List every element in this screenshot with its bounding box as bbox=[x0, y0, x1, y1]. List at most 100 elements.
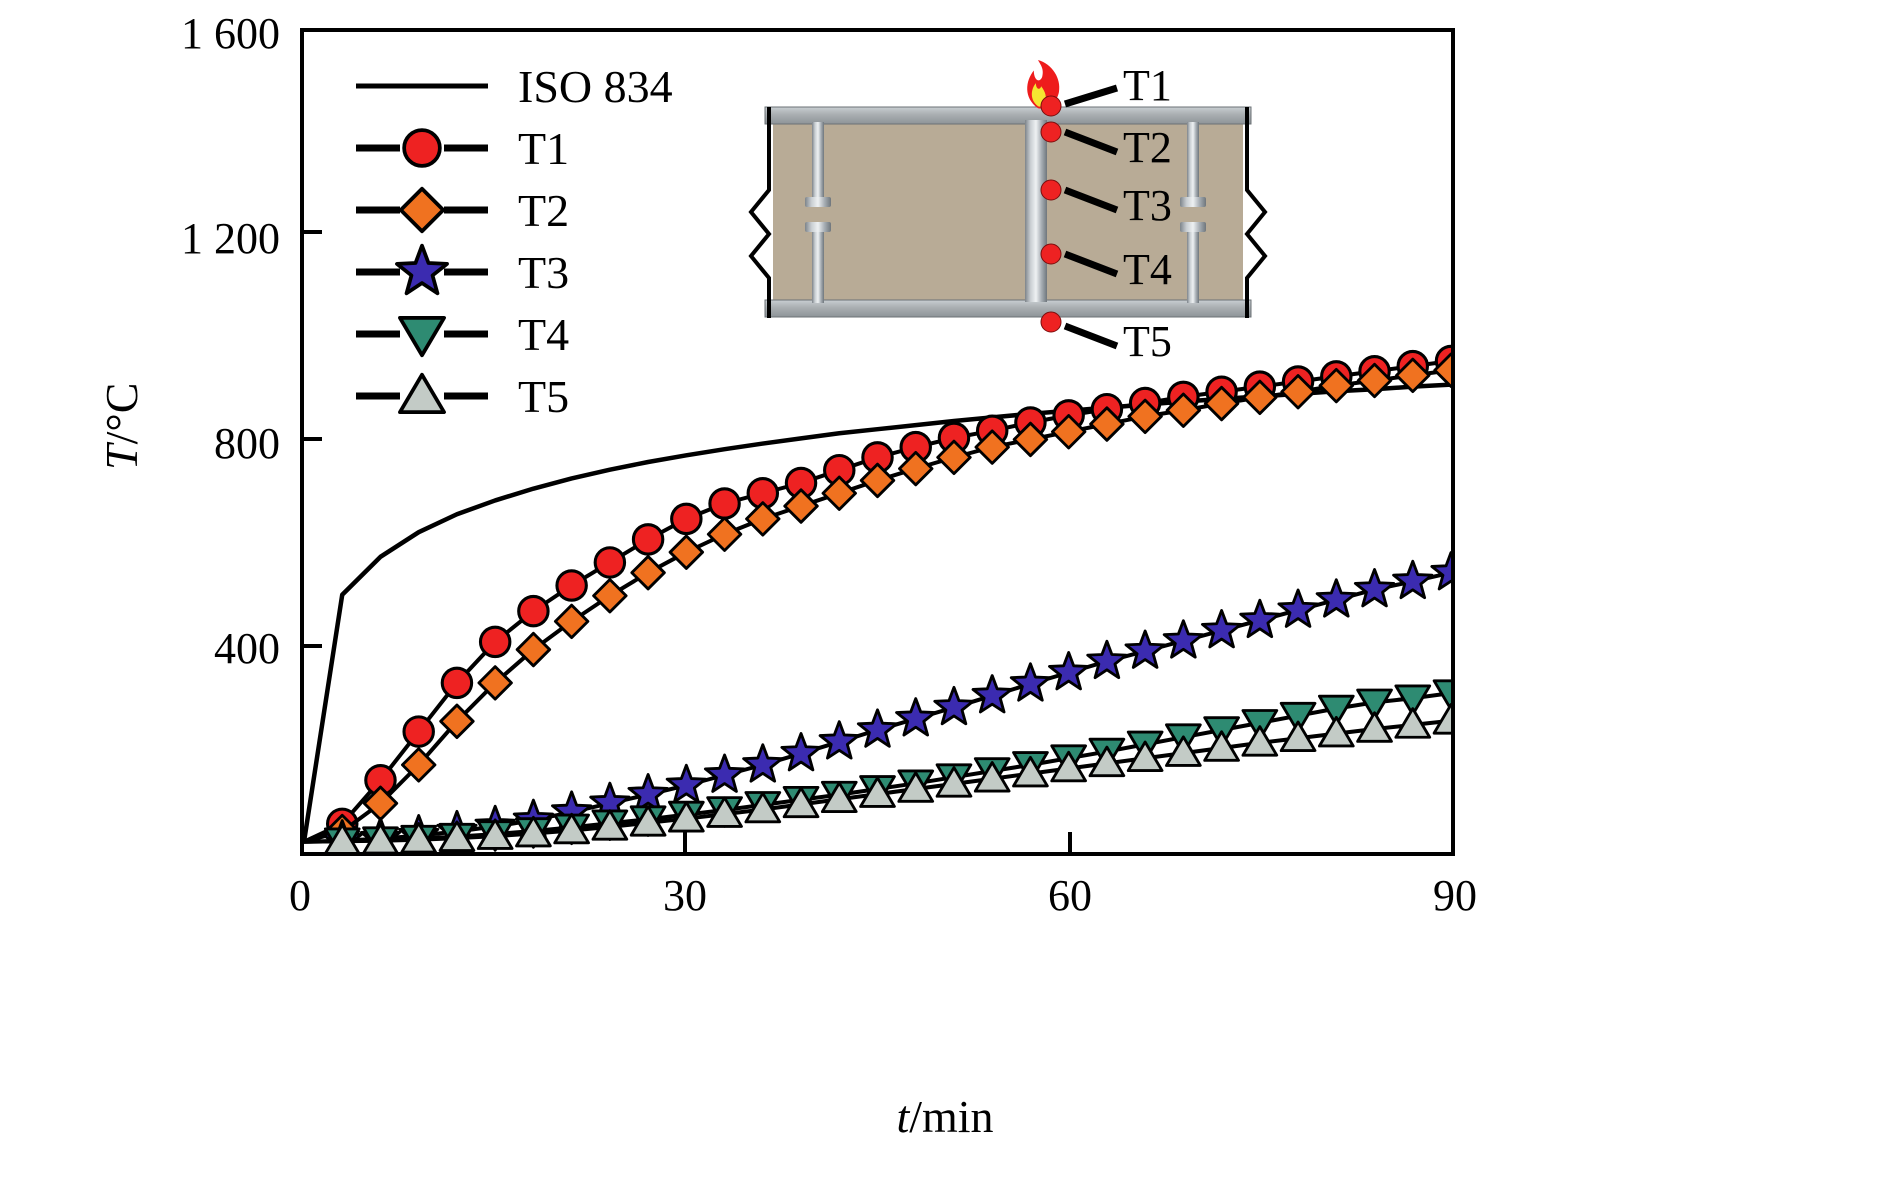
series-line bbox=[304, 359, 1451, 844]
stud-lower-left bbox=[812, 225, 824, 303]
data-point bbox=[818, 720, 860, 760]
data-point bbox=[1203, 385, 1240, 422]
data-point bbox=[665, 763, 707, 804]
legend-label: T2 bbox=[518, 184, 570, 236]
data-point bbox=[1280, 374, 1316, 410]
legend-label: T3 bbox=[518, 246, 570, 298]
data-point bbox=[936, 439, 972, 476]
data-point bbox=[1317, 715, 1355, 748]
data-point bbox=[1089, 406, 1125, 442]
sensor-dot-t5 bbox=[1040, 311, 1062, 333]
data-point bbox=[478, 625, 512, 659]
data-point bbox=[517, 594, 550, 628]
data-point bbox=[668, 801, 705, 833]
stud-upper-left-head bbox=[805, 197, 831, 207]
data-point bbox=[821, 475, 857, 511]
data-point bbox=[1242, 379, 1278, 416]
data-point bbox=[1012, 421, 1049, 458]
central-web-stud bbox=[1025, 120, 1047, 302]
data-point bbox=[1432, 703, 1451, 735]
legend-item-t5[interactable]: T5 bbox=[352, 365, 772, 427]
data-point bbox=[553, 603, 590, 640]
stud-lower-right-head bbox=[1180, 222, 1206, 232]
legend-item-t2[interactable]: T2 bbox=[352, 179, 772, 241]
y-axis-symbol: T bbox=[96, 444, 147, 470]
data-point bbox=[1394, 707, 1432, 739]
data-point bbox=[1050, 414, 1087, 450]
y-axis-unit: /°C bbox=[96, 382, 147, 445]
data-point bbox=[895, 697, 937, 737]
data-point bbox=[438, 820, 476, 852]
stud-lower-right bbox=[1187, 225, 1199, 303]
inset-canvas bbox=[748, 60, 1268, 350]
data-point bbox=[1126, 740, 1164, 772]
y-axis-label: T/°C bbox=[95, 270, 148, 470]
data-point bbox=[1127, 398, 1163, 435]
data-point bbox=[440, 666, 474, 700]
x-axis-symbol: t bbox=[896, 1091, 910, 1142]
data-point bbox=[706, 796, 743, 828]
data-point bbox=[555, 569, 588, 602]
data-point bbox=[1165, 735, 1202, 767]
data-point bbox=[856, 708, 899, 748]
plot-canvas bbox=[304, 344, 1451, 852]
data-point bbox=[974, 429, 1010, 465]
legend: ISO 834 T1 T2 T3 T4 T5 bbox=[352, 55, 772, 427]
data-point bbox=[324, 823, 360, 852]
bottom-steel-plate bbox=[764, 299, 1252, 318]
legend-label: T5 bbox=[518, 370, 570, 422]
data-point bbox=[1279, 701, 1317, 734]
legend-item-t3[interactable]: T3 bbox=[352, 241, 772, 303]
data-point bbox=[782, 786, 820, 819]
data-point bbox=[1239, 598, 1281, 639]
leader-line-t2 bbox=[1063, 128, 1119, 156]
data-point bbox=[1048, 651, 1090, 691]
data-point bbox=[971, 674, 1013, 714]
xtick-label-90: 90 bbox=[1433, 871, 1477, 920]
data-point bbox=[1203, 730, 1240, 762]
xtick-label-60: 60 bbox=[1048, 871, 1092, 920]
inset-label-t3: T3 bbox=[1123, 181, 1172, 230]
data-point bbox=[627, 773, 669, 813]
legend-item-t4[interactable]: T4 bbox=[352, 303, 772, 365]
data-point bbox=[1050, 750, 1087, 783]
data-point bbox=[1394, 684, 1432, 716]
stud-upper-right bbox=[1187, 122, 1199, 202]
legend-item-iso-834[interactable]: ISO 834 bbox=[352, 55, 772, 117]
data-point bbox=[744, 791, 782, 824]
legend-label: ISO 834 bbox=[518, 60, 673, 112]
data-point bbox=[1315, 578, 1357, 618]
series-line bbox=[304, 368, 1451, 844]
legend-item-t1[interactable]: T1 bbox=[352, 117, 772, 179]
ytick-label-1200: 1 200 bbox=[181, 214, 280, 263]
data-point bbox=[402, 715, 435, 748]
data-point bbox=[1317, 694, 1355, 727]
data-point bbox=[592, 578, 628, 614]
data-point bbox=[706, 516, 743, 552]
data-point bbox=[1433, 352, 1451, 388]
leader-line-t3 bbox=[1063, 186, 1119, 214]
data-point bbox=[515, 815, 552, 848]
data-point bbox=[1012, 755, 1049, 788]
xtick-label-30: 30 bbox=[663, 871, 707, 920]
ytick-label-800: 800 bbox=[214, 419, 280, 468]
data-point bbox=[668, 534, 705, 570]
data-point bbox=[859, 776, 896, 808]
data-point bbox=[553, 812, 590, 845]
plot-area bbox=[300, 28, 1455, 856]
data-point bbox=[820, 781, 858, 813]
legend-marker-none-icon bbox=[352, 55, 492, 117]
data-point bbox=[1356, 362, 1393, 399]
legend-marker-diamond-icon bbox=[352, 179, 492, 241]
x-axis-label: t/min bbox=[0, 1090, 1890, 1143]
concrete-core bbox=[773, 120, 1243, 302]
data-point bbox=[1392, 559, 1434, 600]
data-point bbox=[898, 450, 934, 487]
data-point bbox=[1353, 568, 1396, 608]
legend-marker-triangle-up-icon bbox=[352, 365, 492, 427]
slab-cross-section-diagram: T1 T2 T3 T4 T5 bbox=[735, 60, 1375, 366]
data-point bbox=[973, 761, 1011, 793]
data-point bbox=[1086, 639, 1128, 680]
leader-line-t5 bbox=[1063, 322, 1119, 350]
leader-line-t4 bbox=[1063, 250, 1119, 278]
